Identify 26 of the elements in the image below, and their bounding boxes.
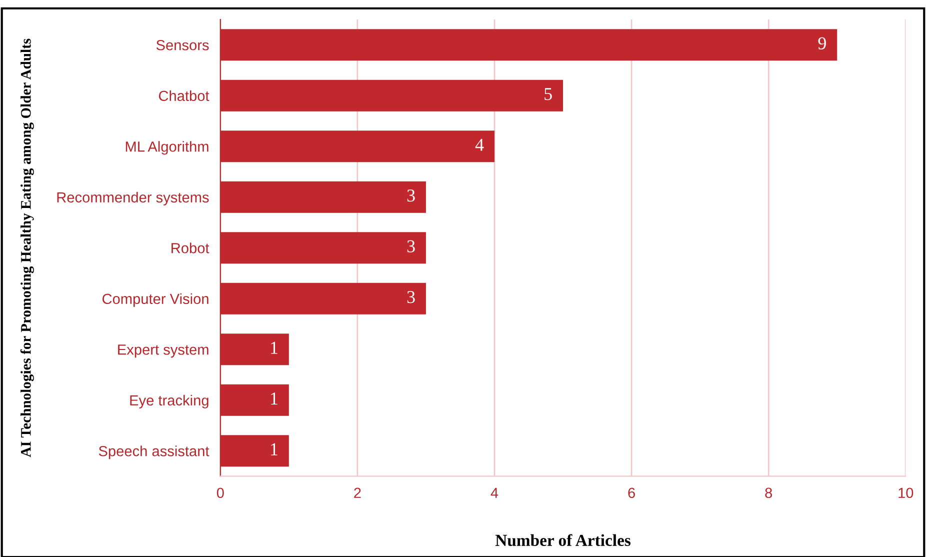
x-tick-label: 0 bbox=[216, 488, 224, 498]
y-tick-label: Computer Vision bbox=[102, 293, 208, 307]
y-tick-label: Expert system bbox=[118, 344, 208, 358]
data-label: 3 bbox=[407, 190, 415, 202]
y-tick-label: Speech assistant bbox=[98, 446, 210, 460]
x-tick-label: 10 bbox=[898, 488, 914, 498]
data-label: 1 bbox=[271, 443, 278, 456]
x-axis-title: Number of Articles bbox=[495, 534, 630, 546]
y-tick-label: Eye tracking bbox=[130, 394, 208, 408]
data-label: 4 bbox=[475, 138, 484, 151]
y-tick-label: Chatbot bbox=[158, 90, 210, 102]
y-tick-label: Robot bbox=[172, 242, 210, 254]
data-label: 1 bbox=[271, 392, 278, 404]
y-axis-title: AI Technologies for Promoting Healthy Eating among Older Adults bbox=[20, 38, 34, 458]
y-tick-label: Recommender systems bbox=[57, 192, 209, 206]
data-label: 3 bbox=[407, 291, 415, 304]
data-label: 3 bbox=[407, 240, 415, 252]
x-tick-label: 2 bbox=[354, 488, 361, 498]
data-label: 1 bbox=[271, 342, 278, 354]
data-label: 5 bbox=[544, 88, 552, 100]
x-tick-label: 8 bbox=[765, 488, 772, 498]
x-tick-label: 6 bbox=[628, 488, 635, 498]
x-tick-label: 4 bbox=[490, 488, 498, 498]
y-tick-label: Sensors bbox=[156, 40, 209, 50]
data-label: 9 bbox=[818, 37, 826, 50]
y-tick-label: ML Algorithm bbox=[126, 141, 208, 155]
